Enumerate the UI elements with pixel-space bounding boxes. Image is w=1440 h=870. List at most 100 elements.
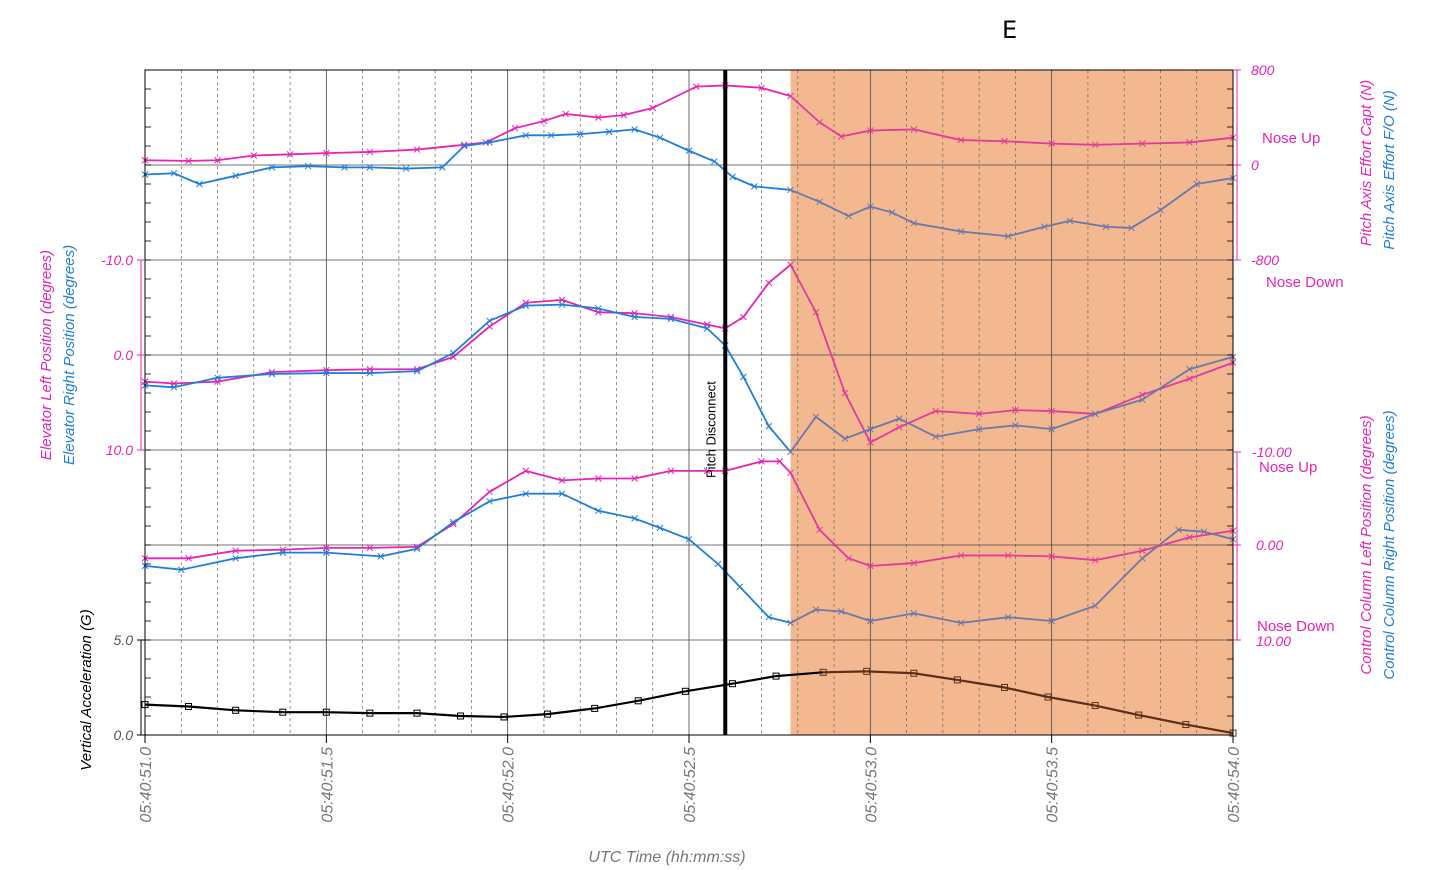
series-segment (580, 130, 610, 136)
data-point (787, 186, 794, 194)
series-segment (789, 95, 821, 123)
data-point (845, 212, 852, 220)
data-point (1138, 554, 1146, 562)
data-point (232, 547, 240, 555)
series-segment (326, 711, 370, 715)
series-segment (551, 133, 581, 137)
nose-up-label: Nose Up (1262, 130, 1320, 147)
data-point (631, 475, 638, 482)
data-point (544, 710, 552, 718)
series-segment (1007, 225, 1045, 238)
series-segment (369, 546, 418, 549)
data-point (888, 209, 896, 216)
series-segment (1051, 604, 1096, 622)
series-segment (188, 549, 236, 560)
series-segment (561, 303, 599, 310)
data-point (322, 708, 330, 716)
data-point (765, 613, 773, 621)
series-segment (1094, 704, 1139, 717)
data-point (268, 370, 276, 378)
series-segment (732, 675, 777, 685)
data-point (413, 146, 421, 153)
series-segment (688, 538, 719, 565)
series-segment (869, 426, 900, 444)
vertical-acceleration-axis-title: Vertical Acceleration (G) (78, 609, 95, 770)
nose-down-label: Nose Down (1257, 618, 1335, 635)
series-segment (898, 417, 937, 438)
series-segment (768, 425, 792, 453)
series-segment (659, 136, 690, 152)
series-segment (1178, 528, 1205, 533)
data-point (279, 549, 287, 556)
series-segment (789, 472, 821, 531)
elevator-left-axis-title: Elevator Left Position (degrees) (38, 250, 55, 460)
tick-label: 10.0 (106, 442, 133, 458)
data-point (366, 369, 374, 377)
series-segment (841, 610, 871, 622)
data-point (486, 139, 493, 146)
series-segment (503, 713, 548, 719)
series-segment (1159, 183, 1198, 211)
series-segment (1004, 140, 1052, 145)
data-point (729, 680, 737, 688)
series-segment (594, 699, 639, 710)
series-segment (489, 304, 527, 322)
data-point (1001, 684, 1009, 691)
series-segment (960, 139, 1005, 143)
data-point (812, 413, 820, 421)
series-segment (848, 557, 871, 567)
data-point (439, 164, 446, 171)
series-segment (960, 230, 1009, 238)
x-tick-label: 05:40:52.0 (501, 747, 518, 823)
data-point (957, 136, 965, 144)
series-segment (739, 586, 770, 618)
series-segment (1142, 536, 1190, 552)
data-point (863, 667, 871, 675)
data-point (681, 687, 689, 695)
data-point (1091, 602, 1099, 610)
data-point (1102, 223, 1110, 231)
series-segment (1051, 413, 1096, 430)
data-point (1193, 180, 1201, 188)
series-segment (848, 205, 871, 217)
data-point (279, 708, 287, 716)
series-segment (742, 282, 770, 318)
data-point (649, 104, 657, 112)
series-segment (144, 172, 175, 176)
series-segment (913, 612, 962, 624)
data-point (576, 130, 584, 138)
series-segment (406, 166, 443, 170)
data-point (1091, 556, 1099, 564)
series-segment (732, 176, 755, 188)
data-point (812, 308, 820, 316)
series-segment (1004, 686, 1049, 699)
data-point (1128, 224, 1135, 232)
data-point (1044, 693, 1052, 701)
series-segment (634, 470, 672, 480)
data-point (196, 180, 203, 188)
data-point (1186, 534, 1193, 541)
data-point (1138, 547, 1146, 555)
series-segment (598, 307, 635, 318)
data-point (1004, 613, 1012, 621)
data-point (1091, 410, 1099, 418)
series-segment (768, 616, 791, 624)
data-point (1138, 140, 1146, 147)
series-segment (489, 492, 526, 503)
tick-label: 0 (1251, 157, 1259, 173)
data-point (631, 313, 638, 321)
data-point (656, 524, 664, 532)
series-segment (452, 320, 491, 354)
x-tick-label: 05:40:51.0 (138, 747, 155, 823)
series-segment (369, 148, 418, 153)
series-segment (380, 547, 418, 558)
series-segment (841, 129, 871, 138)
x-axis-title: UTC Time (hh:mm:ss) (588, 849, 745, 866)
data-point (765, 279, 773, 287)
x-tick-label: 05:40:52.5 (682, 747, 699, 823)
series-segment (870, 417, 900, 430)
tick-label: -10.00 (1252, 444, 1292, 460)
data-point (866, 439, 874, 446)
data-point (322, 544, 330, 552)
series-segment (1044, 219, 1071, 228)
